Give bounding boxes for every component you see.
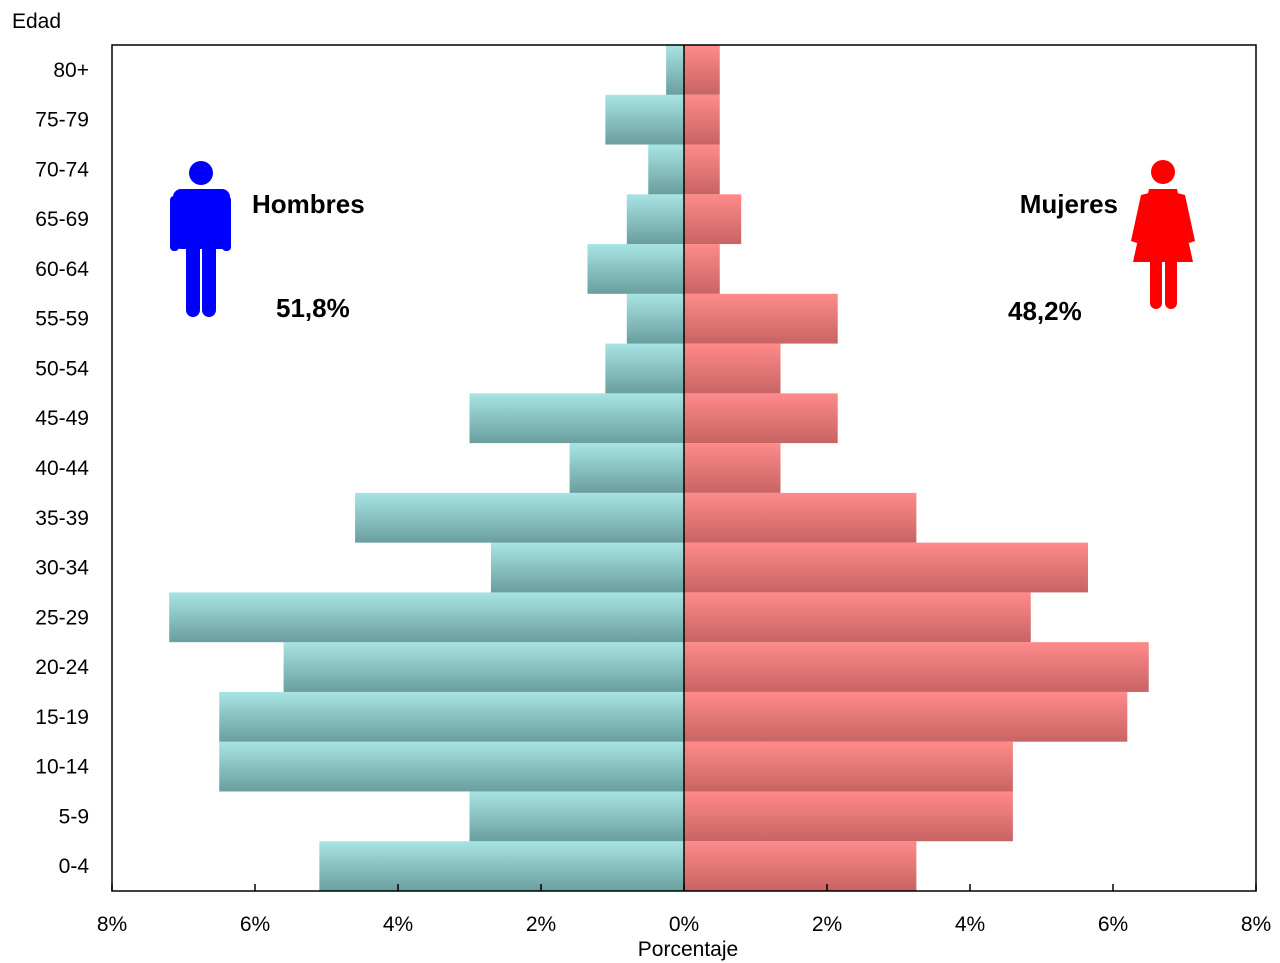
bar-hombres-75-79 [605,94,684,145]
bar-mujeres-45-49 [684,393,838,444]
bar-mujeres-35-39 [684,492,917,543]
x-tick-label: 4% [955,913,985,936]
bar-hombres-35-39 [355,492,684,543]
y-tick-label: 70-74 [35,158,89,181]
bar-mujeres-20-24 [684,642,1149,692]
bar-hombres-40-44 [569,443,684,493]
bar-hombres-50-54 [605,343,684,394]
series-hombres [169,45,684,891]
bar-mujeres-0-4 [684,841,917,891]
female-percentage: 48,2% [1008,296,1082,326]
x-tick-label: 2% [526,913,556,936]
x-tick-label: 0% [669,913,699,936]
y-tick-labels: 0-4 5-9 10-14 15-19 20-24 25-29 30-34 35-39 40-4… [35,59,89,878]
x-tick-labels: 8% 6% 4% 2% 0% 2% 4% 6% 8% [97,913,1271,936]
x-axis-title: Porcentaje [638,938,738,961]
bar-hombres-55-59 [626,293,684,344]
y-tick-label: 45-49 [35,407,89,430]
y-tick-label: 60-64 [35,258,89,281]
bar-mujeres-10-14 [684,741,1013,792]
y-tick-label: 10-14 [35,756,89,779]
bar-hombres-80+ [666,45,684,95]
y-tick-label: 75-79 [35,109,89,132]
y-tick-label: 55-59 [35,308,89,331]
y-tick-label: 35-39 [35,507,89,530]
female-label: Mujeres [1020,189,1118,219]
x-tick-label: 8% [1241,913,1271,936]
x-tick-label: 4% [383,913,413,936]
x-tick-label: 6% [1098,913,1128,936]
bar-mujeres-5-9 [684,791,1013,842]
y-tick-label: 25-29 [35,606,89,629]
bar-hombres-70-74 [648,144,684,195]
series-mujeres [684,45,1149,891]
bar-mujeres-65-69 [684,194,742,245]
x-tick-label: 2% [812,913,842,936]
bar-hombres-60-64 [587,244,684,294]
y-tick-label: 65-69 [35,208,89,231]
bar-hombres-45-49 [469,393,684,444]
bar-mujeres-15-19 [684,691,1128,742]
bar-mujeres-25-29 [684,592,1031,643]
y-tick-label: 20-24 [35,656,89,679]
bar-hombres-65-69 [626,194,684,245]
y-axis-title: Edad [12,10,61,33]
bar-mujeres-80+ [684,45,720,95]
y-tick-label: 80+ [53,59,89,82]
bar-mujeres-30-34 [684,542,1088,593]
bar-hombres-5-9 [469,791,684,842]
y-tick-label: 5-9 [59,805,89,828]
bar-hombres-20-24 [283,642,684,692]
male-label: Hombres [252,189,365,219]
y-tick-label: 0-4 [59,855,90,878]
bar-mujeres-75-79 [684,94,720,145]
x-tick-label: 8% [97,913,127,936]
female-person-icon [1131,160,1195,309]
male-percentage: 51,8% [276,293,350,323]
y-tick-label: 15-19 [35,706,89,729]
bar-mujeres-50-54 [684,343,781,394]
y-tick-label: 30-34 [35,557,89,580]
bar-hombres-15-19 [219,691,684,742]
bar-mujeres-70-74 [684,144,720,195]
bar-hombres-0-4 [319,841,684,891]
x-tick-label: 6% [240,913,270,936]
bar-mujeres-60-64 [684,244,720,294]
bar-hombres-25-29 [169,592,684,643]
y-tick-label: 40-44 [35,457,89,480]
bar-mujeres-40-44 [684,443,781,493]
male-person-icon [170,161,231,317]
y-tick-label: 50-54 [35,357,89,380]
bar-hombres-10-14 [219,741,684,792]
bar-hombres-30-34 [490,542,684,593]
bar-mujeres-55-59 [684,293,838,344]
